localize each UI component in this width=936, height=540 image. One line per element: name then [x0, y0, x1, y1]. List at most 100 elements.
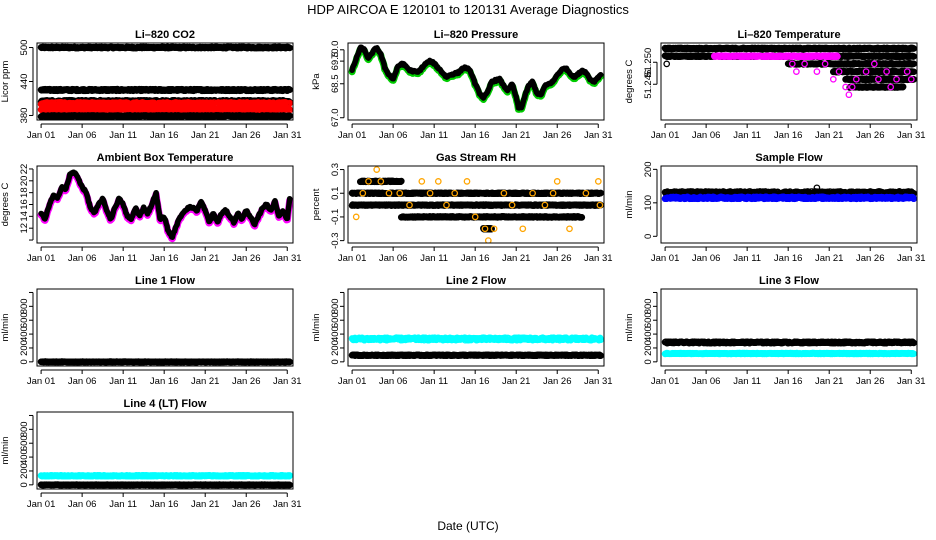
- y-tick-label: 14: [19, 211, 30, 222]
- series-magenta-sparse: [788, 60, 915, 99]
- x-tick-label: Jan 26: [232, 130, 261, 141]
- x-tick-label: Jan 01: [651, 130, 680, 141]
- data-point: [663, 60, 671, 68]
- x-axis: Jan 01 Jan 06 Jan 11 Jan 16 Jan 21 Jan 26 Jan …: [27, 246, 302, 264]
- x-tick-label: Jan 11: [109, 130, 137, 141]
- x-tick-label: Jan 01: [27, 253, 56, 264]
- x-tick-label: Jan 26: [232, 253, 261, 264]
- data-point: [899, 83, 907, 91]
- panel-title: Li–820 Pressure: [434, 29, 518, 41]
- series-mid-level: [37, 85, 293, 95]
- series-top-level: [37, 43, 293, 52]
- y-tick-label: 70.0: [330, 41, 341, 60]
- data-point: [875, 75, 882, 83]
- plot-frame: [36, 165, 294, 244]
- series-top-level: [661, 44, 917, 53]
- panel-title: Ambient Box Temperature: [97, 152, 234, 164]
- panels: Li–820 CO2 Jan 01 Jan 06 Jan 11 Jan 16 Jan 21…: [0, 29, 926, 510]
- plot-area: [37, 43, 293, 120]
- data-point: [834, 53, 841, 60]
- x-tick-label: Jan 11: [733, 130, 761, 141]
- figure-title: HDP AIRCOA E 120101 to 120131 Average Di…: [307, 2, 629, 17]
- y-tick-label: 69.5: [330, 52, 341, 71]
- x-tick-label: Jan 21: [191, 253, 220, 264]
- x-tick-label: Jan 26: [543, 130, 572, 141]
- series-red-lower: [37, 105, 293, 114]
- y-tick-label: 68.5: [330, 75, 341, 94]
- data-point: [835, 68, 843, 75]
- x-tick-label: Jan 16: [774, 130, 803, 141]
- data-point: [910, 76, 917, 83]
- data-point: [788, 60, 796, 68]
- y-axis-label: kPa: [311, 73, 322, 90]
- data-point: [862, 68, 870, 75]
- y-tick-label: 51.250: [643, 48, 654, 77]
- plot-area: [661, 44, 917, 99]
- data-point: [845, 91, 853, 99]
- panel-title: Li–820 Temperature: [737, 29, 840, 41]
- x-tick-label: Jan 16: [461, 130, 490, 141]
- series-level-4: [829, 67, 917, 76]
- x-tick-label: Jan 31: [273, 130, 302, 141]
- data-point: [829, 75, 837, 83]
- y-tick-label: 12: [19, 223, 30, 234]
- x-tick-label: Jan 06: [692, 130, 721, 141]
- plot-frame: [660, 42, 918, 121]
- data-point: [910, 45, 917, 52]
- x-tick-label: Jan 21: [191, 130, 220, 141]
- data-point: [907, 75, 915, 83]
- data-point: [910, 60, 917, 68]
- x-tick-label: Jan 11: [420, 130, 448, 141]
- x-tick-label: Jan 06: [379, 130, 408, 141]
- data-point: [286, 86, 293, 94]
- data-point: [870, 60, 878, 68]
- data-point: [821, 60, 829, 68]
- x-tick-label: Jan 06: [68, 253, 97, 264]
- x-tick-label: Jan 11: [109, 253, 137, 264]
- series-zero-level: [348, 201, 604, 209]
- y-tick-label: 440: [19, 74, 30, 90]
- x-axis: Jan 01 Jan 06 Jan 11 Jan 16 Jan 21 Jan 26 Jan …: [27, 123, 302, 141]
- x-axis: Jan 01 Jan 06 Jan 11 Jan 16 Jan 21 Jan 26 Jan …: [338, 123, 613, 141]
- data-point: [848, 83, 856, 91]
- x-tick-label: Jan 26: [856, 130, 885, 141]
- data-point: [910, 53, 917, 60]
- x-tick-label: Jan 31: [897, 130, 926, 141]
- data-point: [910, 68, 917, 76]
- x-tick-label: Jan 06: [68, 130, 97, 141]
- y-tick-label: 51.246: [643, 70, 654, 99]
- y-axis-label: degrees C: [624, 59, 635, 103]
- plot-frame: [347, 42, 605, 121]
- panel-title: Li–820 CO2: [135, 29, 195, 41]
- y-tick-label: 500: [19, 40, 30, 56]
- x-tick-label: Jan 01: [27, 130, 56, 141]
- data-point: [887, 83, 895, 91]
- series-level-6: [846, 83, 907, 91]
- y-axis-label: degrees C: [0, 182, 11, 226]
- y-tick-label: 16: [19, 199, 30, 210]
- figure-xlabel: Date (UTC): [437, 519, 498, 533]
- x-tick-label: Jan 21: [815, 130, 844, 141]
- y-tick-label: 18: [19, 187, 30, 198]
- x-tick-label: Jan 16: [150, 253, 179, 264]
- y-axis: 67.068.569.570.0: [330, 41, 345, 127]
- data-point: [286, 44, 293, 52]
- y-axis-label: Licor ppm: [0, 61, 11, 103]
- data-point: [813, 68, 821, 75]
- panel-3: Ambient Box Temperature Jan 01 Jan 06 Jan 1…: [0, 152, 302, 264]
- series-pressure: [348, 44, 604, 113]
- panel-title: Gas Stream RH: [436, 152, 516, 164]
- data-point: [903, 68, 911, 75]
- x-tick-label: Jan 21: [502, 130, 531, 141]
- plot-frame: [36, 42, 294, 121]
- plot-area: [348, 166, 604, 243]
- y-tick-label: 20: [19, 176, 30, 187]
- x-axis: Jan 01 Jan 06 Jan 11 Jan 16 Jan 21 Jan 26 Jan …: [651, 123, 926, 141]
